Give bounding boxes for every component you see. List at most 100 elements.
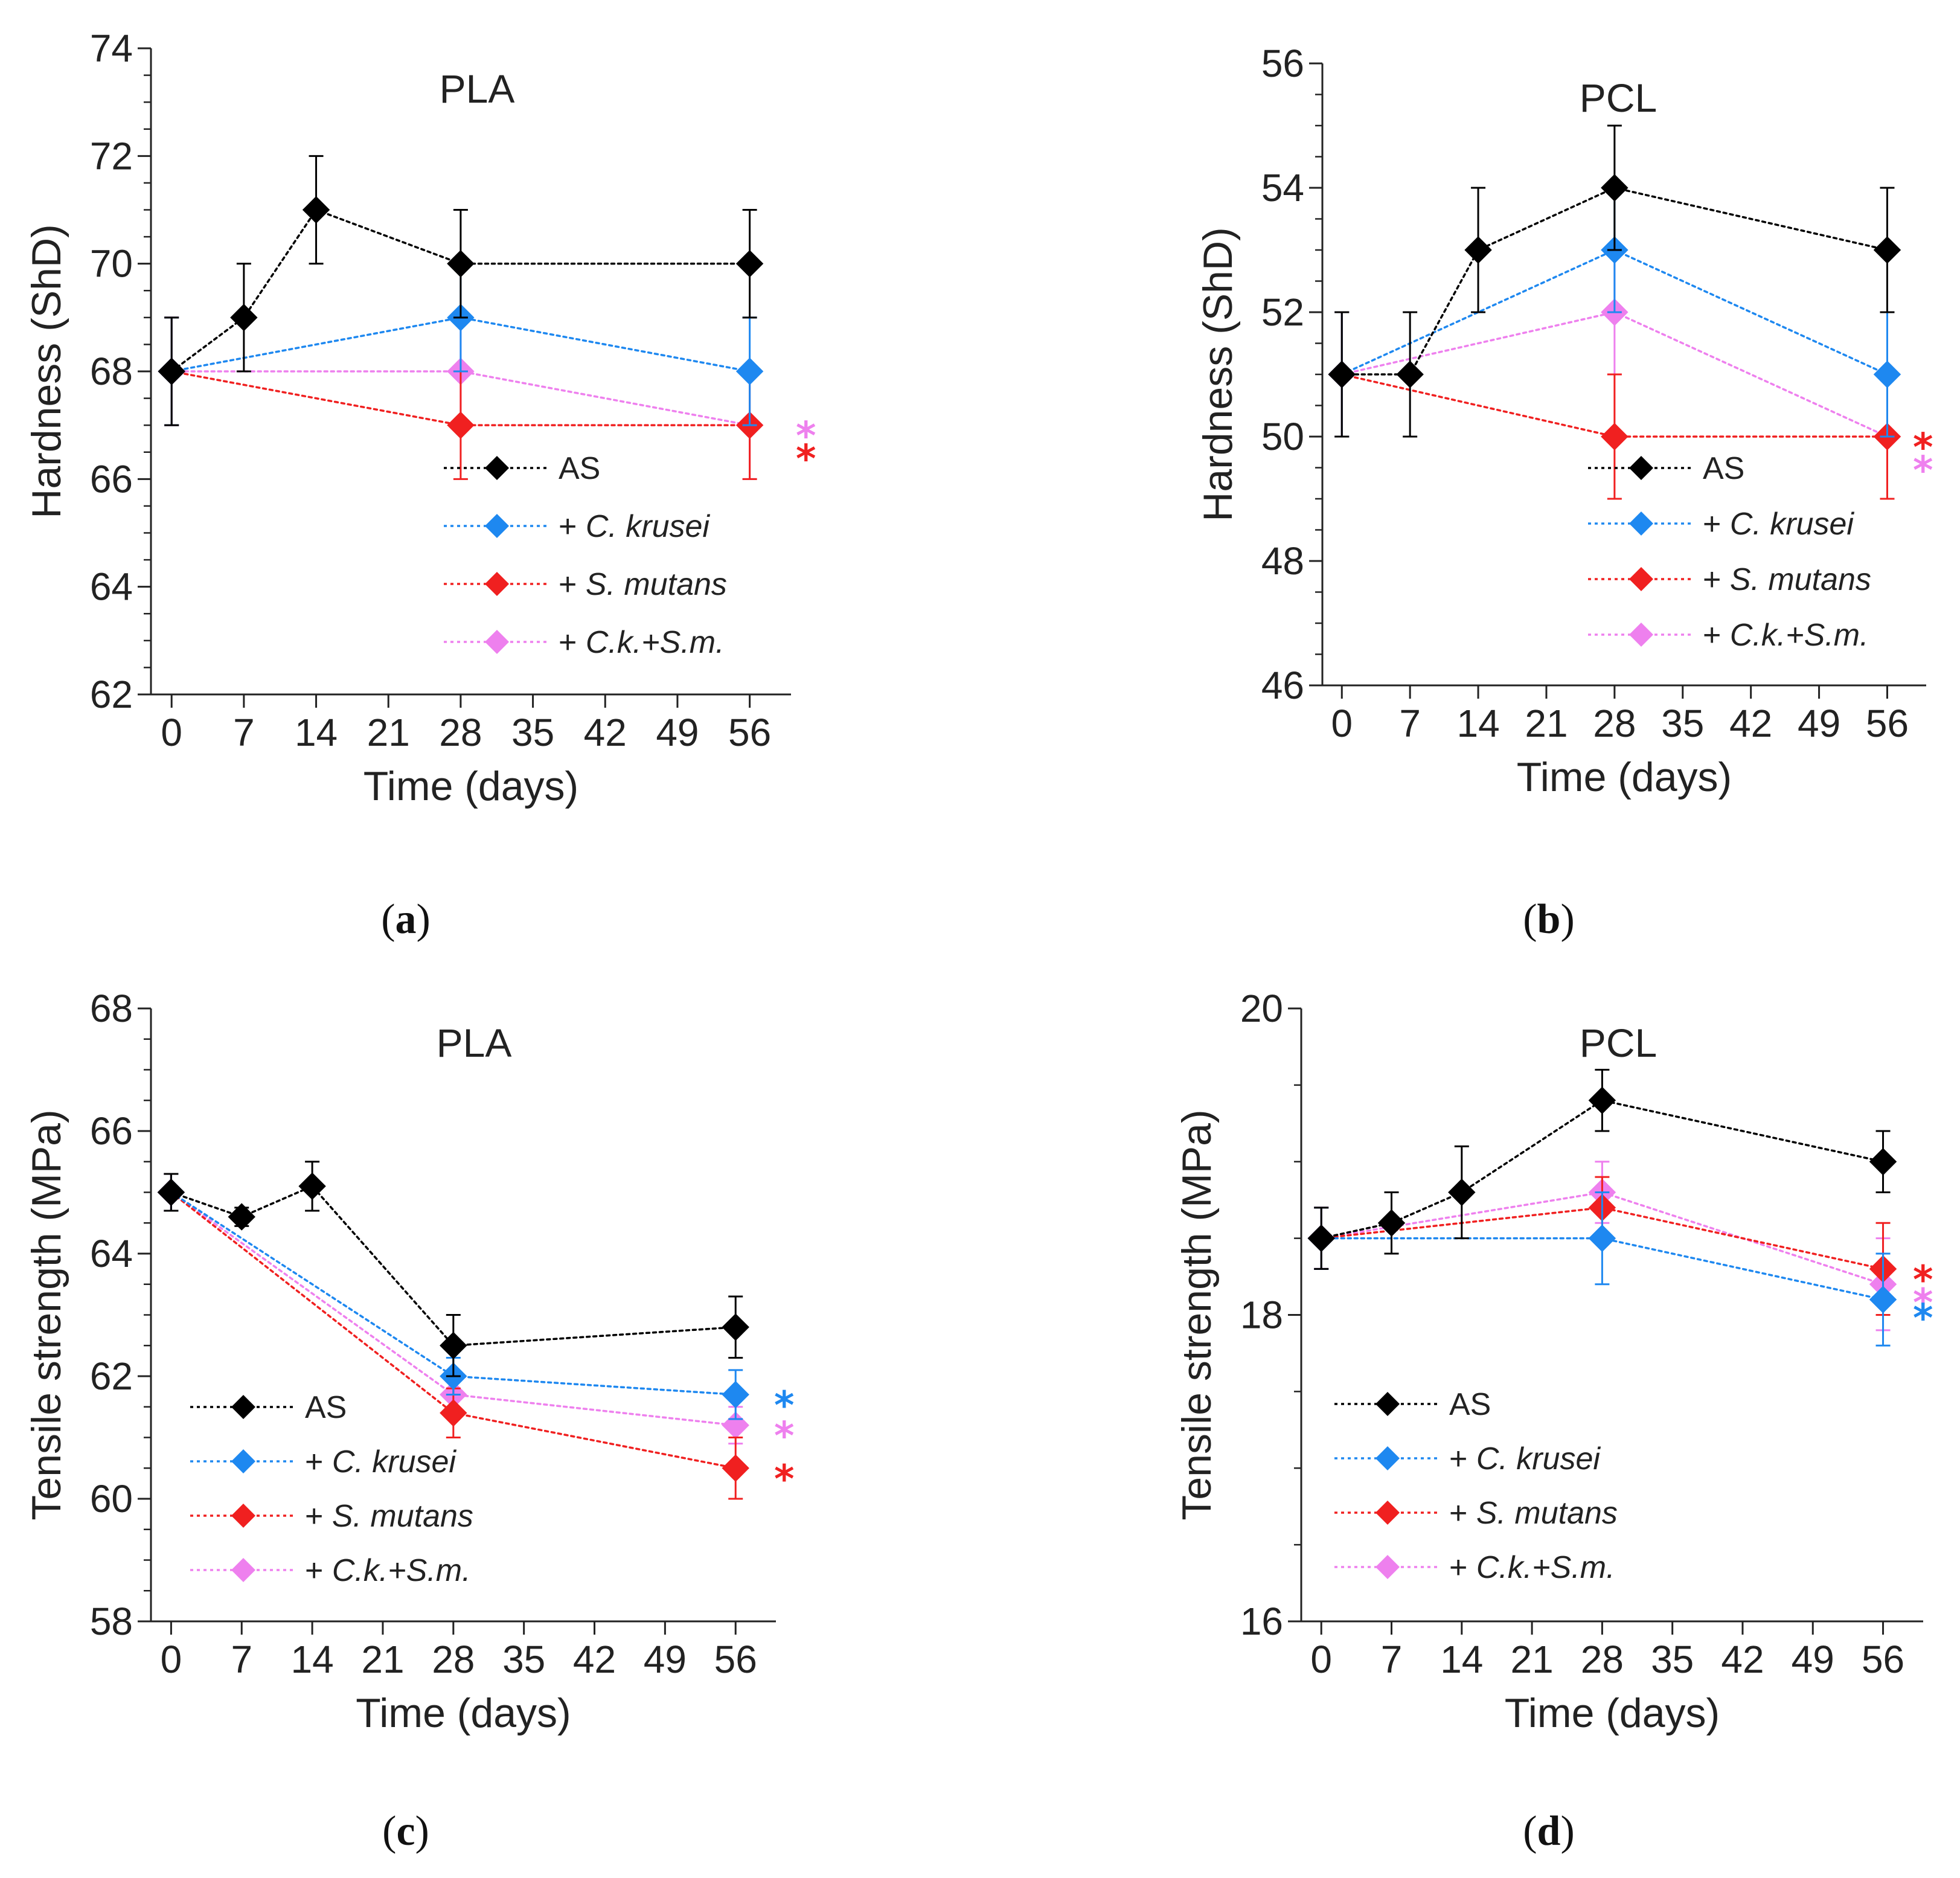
- legend-label: + S. mutans: [1449, 1496, 1618, 1531]
- legend-series-name: C. krusei: [1730, 507, 1855, 542]
- x-tick-label: 0: [1310, 1638, 1332, 1681]
- y-tick-label: 56: [1261, 42, 1304, 85]
- panel-label-close: ): [417, 896, 431, 943]
- data-point-marker: [735, 249, 764, 278]
- legend-label: + C.k.+S.m.: [305, 1553, 471, 1588]
- legend-marker: [485, 456, 509, 480]
- x-tick-label: 35: [511, 711, 554, 754]
- legend-marker: [231, 1395, 255, 1419]
- panel-b-hardness-pcl: 46 48 50 52 54 56 0 7 14 21 28 35 42 49 56 Time (days) H…: [1195, 42, 1933, 943]
- y-tick-label: 66: [90, 1109, 133, 1153]
- legend-label: + S. mutans: [305, 1499, 473, 1534]
- legend-marker: [1629, 511, 1653, 536]
- data-point-marker: [1601, 423, 1629, 450]
- legend-marker: [485, 572, 509, 596]
- legend-label: + C.k.+S.m.: [1449, 1550, 1615, 1585]
- panel-c-tensile-pla: 58 60 62 64 66 68 0 7 14 21 28 35 42 49 56 Time (days) T…: [24, 987, 794, 1854]
- data-point-marker: [722, 1454, 749, 1482]
- legend-series-name: S. mutans: [1730, 562, 1871, 597]
- legend-marker: [1376, 1555, 1400, 1579]
- x-tick-label: 35: [1661, 702, 1704, 745]
- legend-series-name: C.k.+S.m.: [1730, 618, 1869, 653]
- legend-prefix: +: [1703, 562, 1730, 597]
- data-point-marker: [1377, 1209, 1406, 1237]
- x-tick-label: 28: [1581, 1638, 1624, 1681]
- series-line: [170, 1185, 737, 1347]
- panel-label: (d): [1523, 1808, 1575, 1854]
- significance-star: *: [1913, 449, 1933, 493]
- x-tick-label: 21: [361, 1638, 404, 1681]
- data-point-marker: [1448, 1178, 1476, 1207]
- x-axis-label: Time (days): [363, 763, 578, 809]
- legend-marker: [231, 1504, 255, 1528]
- data-point-marker: [722, 1313, 749, 1341]
- legend-series-name: C.k.+S.m.: [332, 1553, 471, 1588]
- x-tick-label: 7: [1381, 1638, 1403, 1681]
- y-tick-label: 72: [90, 134, 133, 178]
- data-point-marker: [1588, 1224, 1616, 1252]
- legend-prefix: +: [305, 1553, 332, 1588]
- legend-marker: [485, 630, 509, 654]
- x-tick-label: 28: [439, 711, 482, 754]
- y-tick-label: 58: [90, 1600, 133, 1643]
- panel-label: (b): [1523, 896, 1575, 943]
- legend-prefix: +: [559, 625, 586, 660]
- x-tick-label: 56: [728, 711, 771, 754]
- x-tick-label: 35: [1651, 1638, 1694, 1681]
- significance-star: *: [796, 414, 816, 459]
- legend-series-name: C.k.+S.m.: [1476, 1550, 1615, 1585]
- y-axis-label: Hardness (ShD): [24, 224, 69, 519]
- x-tick-label: 14: [291, 1638, 334, 1681]
- significance-star: *: [774, 1414, 794, 1459]
- x-tick-label: 49: [644, 1638, 687, 1681]
- legend-series-name: C. krusei: [332, 1444, 457, 1479]
- legend-series-name: S. mutans: [586, 567, 727, 602]
- y-tick-label: 68: [90, 987, 133, 1030]
- panel-a-hardness-pla: 62 64 66 68 70 72 74 0 7 14 21 28 35 42 49 56 Time (days…: [24, 27, 816, 943]
- y-axis-label: Tensile strength (MPa): [1174, 1109, 1220, 1520]
- y-tick-label: 70: [90, 242, 133, 286]
- panel-label-close: ): [1560, 1808, 1574, 1854]
- x-tick-label: 0: [161, 1638, 182, 1681]
- panel-label-letter: c: [396, 1808, 415, 1854]
- legend-prefix: +: [1449, 1550, 1476, 1585]
- legend-prefix: +: [1449, 1496, 1476, 1531]
- data-point-marker: [1396, 361, 1424, 388]
- x-tick-label: 35: [502, 1638, 545, 1681]
- legend-label: + C. krusei: [1703, 507, 1854, 542]
- series-line: [170, 1191, 737, 1396]
- y-tick-label: 66: [90, 457, 133, 501]
- legend-marker: [1629, 456, 1653, 480]
- data-point-marker: [1307, 1224, 1335, 1252]
- legend-label: + C. krusei: [559, 509, 710, 544]
- x-tick-label: 49: [1792, 1638, 1834, 1681]
- x-tick-label: 56: [1866, 702, 1909, 745]
- legend-marker: [1376, 1392, 1400, 1416]
- legend-marker: [485, 514, 509, 538]
- x-tick-label: 21: [1511, 1638, 1554, 1681]
- legend-marker: [231, 1449, 255, 1473]
- significance-star: *: [1913, 1281, 1933, 1325]
- x-axis-label: Time (days): [356, 1690, 571, 1736]
- legend-series-name: S. mutans: [1476, 1496, 1618, 1531]
- panel-label: (c): [382, 1808, 429, 1854]
- legend-label: AS: [305, 1390, 347, 1425]
- panel-label-open: (: [1523, 896, 1537, 943]
- series-line: [1340, 187, 1889, 376]
- significance-star: *: [1913, 1258, 1933, 1303]
- panel-label-letter: a: [396, 896, 417, 943]
- x-tick-label: 42: [584, 711, 627, 754]
- data-point-marker: [298, 1172, 326, 1200]
- data-point-marker: [1464, 236, 1492, 264]
- legend-series-name: S. mutans: [332, 1499, 473, 1534]
- data-point-marker: [157, 1178, 185, 1207]
- y-tick-label: 68: [90, 350, 133, 393]
- significance-star: *: [1913, 426, 1933, 470]
- panel-label-close: ): [415, 1808, 429, 1854]
- y-tick-label: 64: [90, 1232, 133, 1275]
- x-tick-label: 28: [1593, 702, 1636, 745]
- data-point-marker: [1328, 361, 1356, 388]
- chart-title: PLA: [437, 1021, 512, 1065]
- data-point-marker: [1873, 361, 1901, 388]
- x-axis-label: Time (days): [1505, 1690, 1720, 1736]
